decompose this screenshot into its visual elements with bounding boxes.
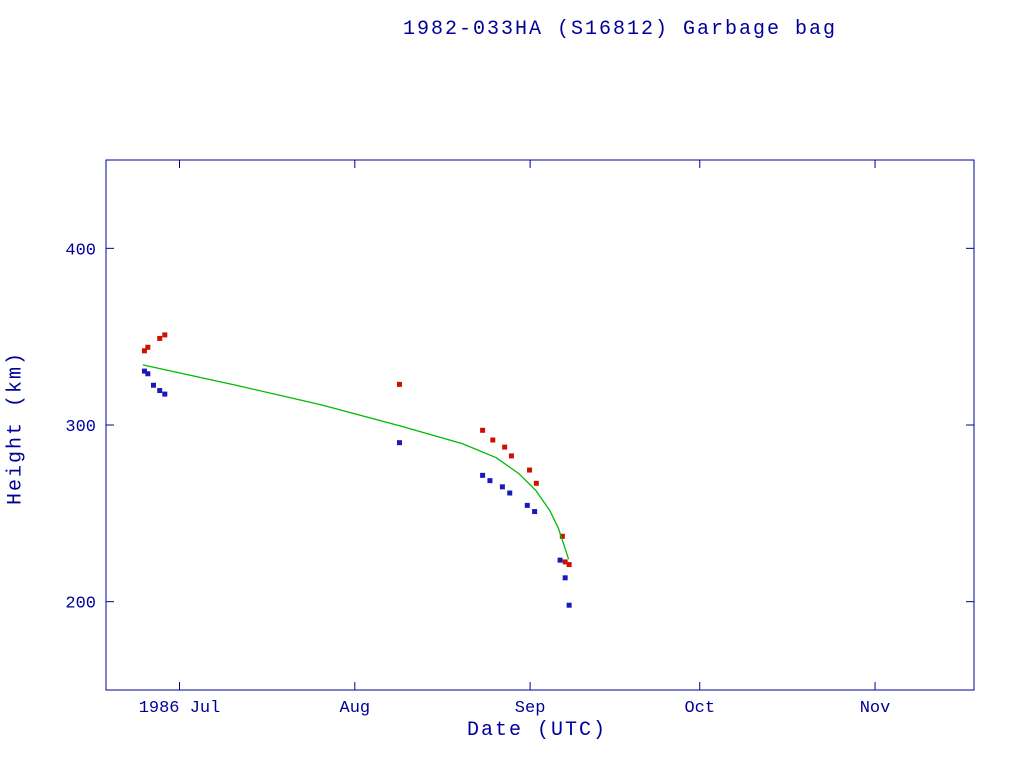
x-tick-label: Nov [860, 699, 891, 718]
data-point-red-points [162, 332, 168, 338]
data-point-red-points [508, 453, 514, 459]
plot-frame [105, 159, 975, 691]
chart-title: 1982-033HA (S16812) Garbage bag [402, 18, 838, 41]
y-tick-label: 400 [65, 241, 96, 260]
data-point-red-points [157, 335, 163, 341]
data-point-blue-points [532, 509, 538, 515]
data-point-blue-points [396, 440, 402, 446]
data-point-red-points [145, 344, 151, 350]
data-point-red-points [502, 444, 508, 450]
data-point-blue-points [557, 557, 563, 563]
data-point-red-points [396, 381, 402, 387]
x-tick-label: Aug [340, 699, 371, 718]
data-point-blue-points [566, 602, 572, 608]
data-point-red-points [490, 437, 496, 443]
y-axis-label: Height (km) [4, 350, 28, 506]
data-point-blue-points [499, 484, 505, 490]
data-point-red-points [533, 480, 539, 486]
data-point-red-points [566, 562, 572, 568]
x-tick-label: 1986 Jul [139, 699, 221, 718]
data-point-blue-points [562, 575, 568, 581]
data-point-red-points [141, 348, 147, 354]
y-tick-label: 300 [65, 418, 96, 437]
data-point-blue-points [524, 502, 530, 508]
data-point-red-points [562, 559, 568, 565]
data-point-blue-points [150, 382, 156, 388]
trend-line [142, 364, 570, 560]
data-point-blue-points [141, 368, 147, 374]
data-point-blue-points [162, 391, 168, 397]
x-tick-label: Sep [515, 699, 546, 718]
data-point-red-points [559, 533, 565, 539]
data-point-blue-points [145, 371, 151, 377]
data-point-blue-points [487, 478, 493, 484]
data-point-blue-points [507, 490, 513, 496]
y-tick-label: 200 [65, 595, 96, 614]
x-axis-label: Date (UTC) [466, 719, 608, 742]
data-point-red-points [480, 427, 486, 433]
data-point-blue-points [480, 472, 486, 478]
x-tick-label: Oct [684, 699, 715, 718]
data-point-blue-points [157, 388, 163, 394]
data-point-red-points [527, 467, 533, 473]
